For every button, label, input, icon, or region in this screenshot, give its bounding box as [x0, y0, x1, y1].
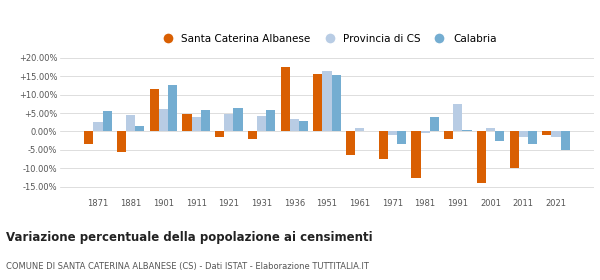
Bar — [509, 132, 518, 168]
Bar — [379, 132, 388, 159]
Bar — [248, 132, 257, 139]
Bar — [290, 119, 299, 132]
Bar — [412, 132, 421, 178]
Text: Variazione percentuale della popolazione ai censimenti: Variazione percentuale della popolazione… — [6, 231, 373, 244]
Bar — [528, 132, 537, 144]
Bar — [201, 110, 210, 132]
Bar — [560, 132, 570, 150]
Bar — [542, 132, 551, 135]
Bar — [215, 132, 224, 137]
Bar — [149, 89, 159, 132]
Bar — [477, 132, 486, 183]
Bar — [332, 76, 341, 132]
Bar — [430, 118, 439, 132]
Bar — [397, 132, 406, 144]
Bar — [191, 118, 201, 132]
Bar — [355, 128, 364, 132]
Bar — [463, 130, 472, 132]
Bar — [388, 132, 397, 135]
Bar — [281, 67, 290, 132]
Bar — [103, 111, 112, 132]
Bar — [266, 110, 275, 132]
Text: COMUNE DI SANTA CATERINA ALBANESE (CS) - Dati ISTAT - Elaborazione TUTTITALIA.IT: COMUNE DI SANTA CATERINA ALBANESE (CS) -… — [6, 262, 369, 271]
Bar — [322, 71, 332, 132]
Bar — [126, 115, 136, 132]
Legend: Santa Caterina Albanese, Provincia di CS, Calabria: Santa Caterina Albanese, Provincia di CS… — [154, 29, 500, 48]
Bar — [551, 132, 560, 137]
Bar — [168, 85, 177, 132]
Bar — [84, 132, 94, 144]
Bar — [136, 126, 145, 132]
Bar — [299, 121, 308, 132]
Bar — [313, 74, 322, 132]
Bar — [421, 132, 430, 133]
Bar — [518, 132, 528, 137]
Bar — [346, 132, 355, 155]
Bar — [224, 114, 233, 132]
Bar — [486, 128, 495, 132]
Bar — [159, 109, 168, 132]
Bar — [94, 122, 103, 132]
Bar — [233, 108, 242, 132]
Bar — [257, 116, 266, 132]
Bar — [117, 132, 126, 152]
Bar — [495, 132, 505, 141]
Bar — [444, 132, 453, 139]
Bar — [182, 114, 191, 132]
Bar — [453, 104, 463, 132]
